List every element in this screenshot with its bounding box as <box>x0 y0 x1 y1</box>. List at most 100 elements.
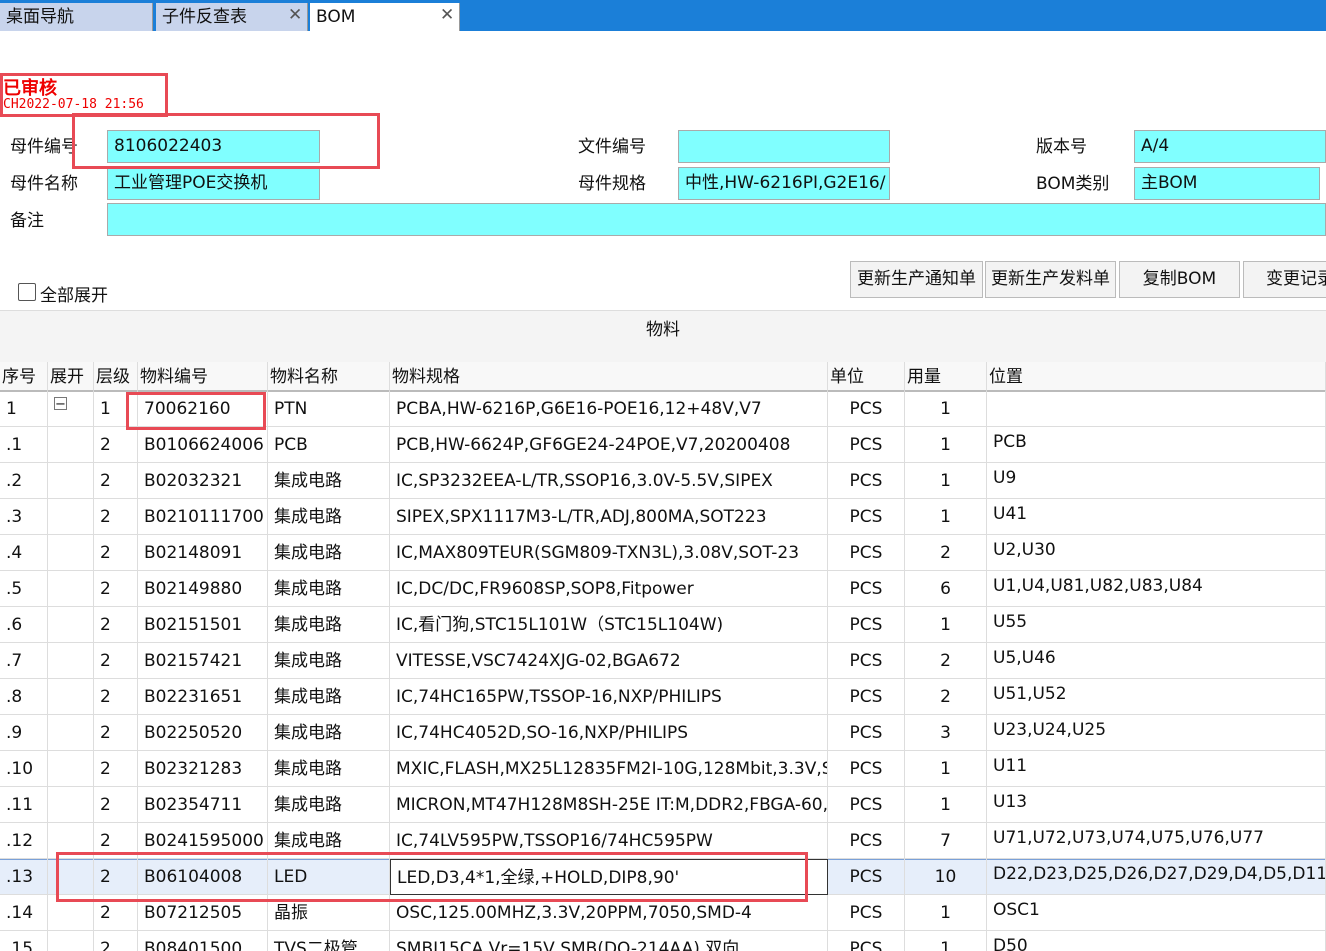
table-cell: U55 <box>987 607 1326 643</box>
table-cell: PCS <box>828 751 905 787</box>
table: 序号 展开 层级 物料编号 物料名称 物料规格 单位 用量 位置 1 1 70062160 PTN PCB… <box>0 362 1326 951</box>
table-cell <box>48 463 94 499</box>
table-cell: 晶振 <box>268 895 390 931</box>
table-cell: 2 <box>94 643 138 679</box>
table-cell: 2 <box>94 535 138 571</box>
table-cell <box>48 535 94 571</box>
input[interactable] <box>107 203 1326 236</box>
table-cell <box>48 895 94 931</box>
table-cell: .13 <box>0 859 48 895</box>
label: 版本号 <box>1036 137 1087 157</box>
table-cell: B0241595000 <box>138 823 268 859</box>
table-cell: 2 <box>94 715 138 751</box>
tab[interactable]: 桌面导航 <box>0 3 153 31</box>
table-cell: IC,74HC4052D,SO-16,NXP/PHILIPS <box>390 715 828 751</box>
table-cell: 集成电路 <box>268 499 390 535</box>
label: 备注 <box>10 211 44 231</box>
table-cell: B02149880 <box>138 571 268 607</box>
input[interactable]: 主BOM <box>1134 167 1320 200</box>
table-cell: 1 <box>905 607 987 643</box>
table-cell <box>48 859 94 895</box>
table-cell: 2 <box>94 607 138 643</box>
close-icon[interactable]: ✕ <box>288 5 303 25</box>
table-cell: PCS <box>828 499 905 535</box>
column-header: 展开 <box>48 362 94 392</box>
table-cell: .1 <box>0 427 48 463</box>
table-cell: U71,U72,U73,U74,U75,U76,U77 <box>987 823 1326 859</box>
table-cell: 2 <box>94 895 138 931</box>
input[interactable]: 中性,HW-6216PI,G2E16/ <box>678 167 890 200</box>
table-cell: PCS <box>828 823 905 859</box>
button[interactable]: 更新生产发料单 <box>985 261 1116 298</box>
tab[interactable]: 子件反查表 <box>156 3 308 31</box>
table-cell: PCS <box>828 931 905 951</box>
table-cell: 7 <box>905 823 987 859</box>
table-cell: 集成电路 <box>268 571 390 607</box>
table-cell: B02148091 <box>138 535 268 571</box>
column-header: 物料编号 <box>138 362 268 392</box>
checkbox[interactable] <box>18 283 36 301</box>
column-header: 物料名称 <box>268 362 390 392</box>
table-cell: B02250520 <box>138 715 268 751</box>
input[interactable] <box>678 130 890 163</box>
table-cell: SMBJ15CA,Vr=15V,SMB(DO-214AA),双向 <box>390 931 828 951</box>
column-header: 层级 <box>94 362 138 392</box>
table-cell: PCS <box>828 859 905 895</box>
table-cell: 集成电路 <box>268 607 390 643</box>
table-cell: 1 <box>905 931 987 951</box>
table-cell: OSC1 <box>987 895 1326 931</box>
status: 已审核 <box>3 78 57 99</box>
table-cell: PCS <box>828 391 905 427</box>
table-cell: 1 <box>905 751 987 787</box>
table-cell: 10 <box>905 859 987 895</box>
table-cell: PCBA,HW-6216P,G6E16-POE16,12+48V,V7 <box>390 391 828 427</box>
table-cell: B02231651 <box>138 679 268 715</box>
input[interactable]: 工业管理POE交换机 <box>107 167 320 200</box>
table-cell: .11 <box>0 787 48 823</box>
table-cell: 1 <box>905 427 987 463</box>
table-cell: 1 <box>905 391 987 427</box>
table-cell <box>48 427 94 463</box>
table-cell: PCS <box>828 607 905 643</box>
table-cell: U2,U30 <box>987 535 1326 571</box>
table-cell: 2 <box>905 679 987 715</box>
close-icon[interactable]: ✕ <box>440 5 455 25</box>
button[interactable]: 复制BOM <box>1119 261 1240 298</box>
table-cell: .12 <box>0 823 48 859</box>
table-cell: 集成电路 <box>268 715 390 751</box>
table-cell: MICRON,MT47H128M8SH-25E IT:M,DDR2,FBGA-6… <box>390 787 828 823</box>
table-cell: 2 <box>905 535 987 571</box>
column-header: 用量 <box>905 362 987 392</box>
table-cell: PCS <box>828 787 905 823</box>
label: BOM类别 <box>1036 174 1110 194</box>
table-cell: PCS <box>828 643 905 679</box>
table-cell: 2 <box>94 859 138 895</box>
label: 母件编号 <box>10 137 78 157</box>
table-cell: VITESSE,VSC7424XJG-02,BGA672 <box>390 643 828 679</box>
checkbox-label[interactable]: 全部展开 <box>40 286 108 306</box>
stamp: CH2022-07-18 21:56 <box>3 97 144 112</box>
tab-active[interactable]: BOM <box>310 3 460 31</box>
table-cell: D22,D23,D25,D26,D27,D29,D4,D5,D11, <box>987 859 1326 895</box>
table-cell: 集成电路 <box>268 535 390 571</box>
table-cell: PCS <box>828 463 905 499</box>
label: 文件编号 <box>578 137 646 157</box>
table-cell: U41 <box>987 499 1326 535</box>
input[interactable]: A/4 <box>1134 130 1326 163</box>
table-cell: B06104008 <box>138 859 268 895</box>
input[interactable]: 8106022403 <box>107 130 320 163</box>
table-cell: 2 <box>94 427 138 463</box>
table-cell: OSC,125.00MHZ,3.3V,20PPM,7050,SMD-4 <box>390 895 828 931</box>
table-cell: .6 <box>0 607 48 643</box>
button[interactable]: 变更记录 <box>1243 261 1326 298</box>
table-cell <box>48 679 94 715</box>
button[interactable]: 更新生产通知单 <box>850 261 983 298</box>
table-cell: .14 <box>0 895 48 931</box>
table-cell: B02032321 <box>138 463 268 499</box>
table-cell: 2 <box>94 931 138 951</box>
table-cell: PCS <box>828 679 905 715</box>
table-cell: .5 <box>0 571 48 607</box>
table-cell: B02151501 <box>138 607 268 643</box>
column-header: 序号 <box>0 362 48 392</box>
column-header: 位置 <box>987 362 1326 392</box>
